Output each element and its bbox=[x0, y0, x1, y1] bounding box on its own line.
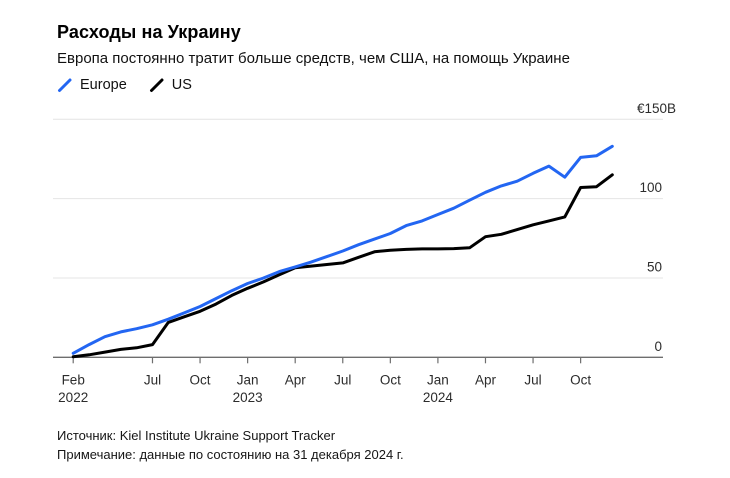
x-axis-month-label: Jul bbox=[144, 373, 161, 388]
chart-subtitle: Европа постоянно тратит больше средств, … bbox=[57, 50, 570, 67]
legend: Europe US bbox=[57, 77, 192, 93]
as-of-note: Примечание: данные по состоянию на 31 де… bbox=[57, 446, 404, 462]
x-axis-month-label: Jan bbox=[237, 373, 259, 388]
x-axis-year-label: 2024 bbox=[423, 390, 454, 405]
x-axis-year-label: 2022 bbox=[58, 390, 88, 405]
x-axis-month-label: Apr bbox=[285, 373, 307, 388]
chart-title: Расходы на Украину bbox=[57, 22, 241, 42]
europe-line bbox=[71, 144, 614, 355]
x-axis-month-label: Apr bbox=[475, 373, 497, 388]
x-axis-month-label: Oct bbox=[570, 373, 591, 388]
x-axis-month-label: Feb bbox=[62, 373, 85, 388]
source-note: Источник: Kiel Institute Ukraine Support… bbox=[57, 428, 336, 443]
y-axis-label: 0 bbox=[654, 339, 662, 354]
x-axis-month-label: Jan bbox=[427, 373, 449, 388]
us-line bbox=[71, 173, 614, 359]
x-axis-year-label: 2023 bbox=[233, 390, 263, 405]
x-axis-month-label: Jul bbox=[334, 373, 351, 388]
x-axis-month-label: Oct bbox=[190, 373, 211, 388]
y-axis-label: €150B bbox=[637, 101, 676, 116]
x-axis-month-label: Jul bbox=[524, 373, 541, 388]
legend-item-us: US bbox=[149, 77, 192, 93]
chart-footer: Источник: Kiel Institute Ukraine Support… bbox=[57, 427, 404, 464]
us-line-swatch-icon bbox=[149, 78, 164, 92]
legend-item-europe: Europe bbox=[57, 77, 127, 93]
x-axis-month-label: Oct bbox=[380, 373, 401, 388]
legend-label-europe: Europe bbox=[80, 77, 127, 93]
europe-line-swatch-icon bbox=[58, 78, 72, 92]
legend-label-us: US bbox=[171, 77, 192, 93]
y-axis-label: 100 bbox=[639, 180, 662, 195]
y-axis-label: 50 bbox=[647, 259, 662, 274]
